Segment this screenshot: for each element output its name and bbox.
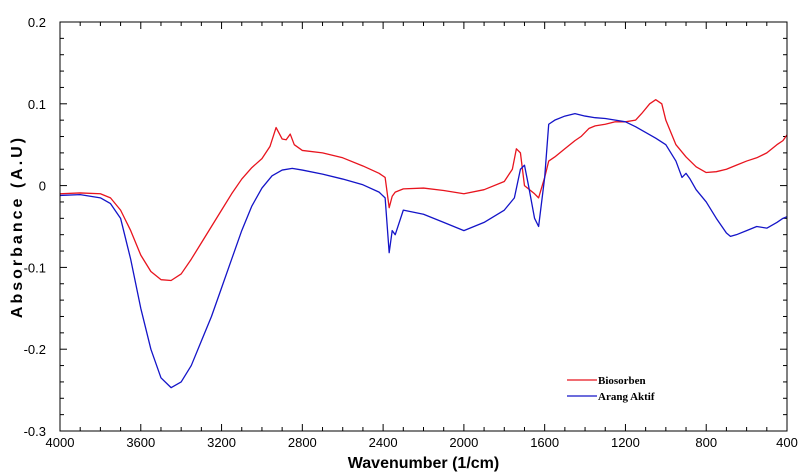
- series-line-arang-aktif: [59, 112, 788, 389]
- series-lines: [59, 99, 788, 389]
- y-tick-label: -0.1: [24, 260, 46, 275]
- x-tick-label: 800: [695, 435, 717, 450]
- y-tick-label: -0.3: [24, 424, 46, 439]
- tick-labels: 4000 3600 3200 2800 2400 2000 1600 1200 800 400 -0…: [24, 15, 798, 450]
- x-tick-label: 2800: [288, 435, 317, 450]
- legend-label: Biosorben: [598, 375, 646, 387]
- x-tick-label: 4000: [46, 435, 75, 450]
- x-axis-title: Wavenumber (1/cm): [348, 455, 499, 472]
- x-tick-label: 1600: [530, 435, 559, 450]
- y-tick-label: 0.2: [28, 15, 46, 30]
- legend: Biosorben Arang Aktif: [567, 375, 655, 403]
- x-tick-label: 3600: [126, 435, 155, 450]
- y-tick-label: -0.2: [24, 342, 46, 357]
- plot-frame: [59, 21, 788, 432]
- x-tick-label: 400: [776, 435, 798, 450]
- series-line-biosorben: [59, 99, 788, 282]
- x-tick-label: 3200: [207, 435, 236, 450]
- x-tick-label: 2000: [449, 435, 478, 450]
- x-tick-label: 2400: [369, 435, 398, 450]
- y-tick-label: 0.1: [28, 97, 46, 112]
- y-tick-label: 0: [39, 179, 46, 194]
- legend-label: Arang Aktif: [598, 391, 655, 403]
- axis-ticks: [59, 21, 788, 432]
- x-tick-label: 1200: [611, 435, 640, 450]
- y-axis-title: Absorbance (A.U): [9, 135, 26, 318]
